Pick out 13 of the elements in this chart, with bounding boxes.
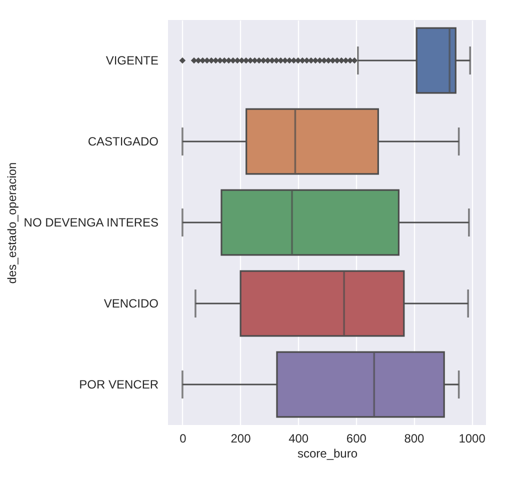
x-tick-label: 0 [180, 432, 187, 446]
x-axis-title: score_buro [297, 446, 358, 460]
y-tick-label: VENCIDO [104, 296, 158, 310]
x-tick-label: 1000 [458, 432, 486, 446]
y-tick-label: VIGENTE [106, 54, 158, 68]
y-tick-label: NO DEVENGA INTERES [24, 216, 158, 230]
x-tick-label: 600 [346, 432, 367, 446]
y-tick-label: CASTIGADO [88, 134, 158, 148]
x-tick-label: 800 [404, 432, 425, 446]
y-axis-title: des_estado_operacion [5, 162, 20, 284]
y-tick-label: POR VENCER [79, 378, 159, 392]
x-tick-label: 200 [230, 432, 252, 446]
x-tick-label: 400 [288, 432, 309, 446]
